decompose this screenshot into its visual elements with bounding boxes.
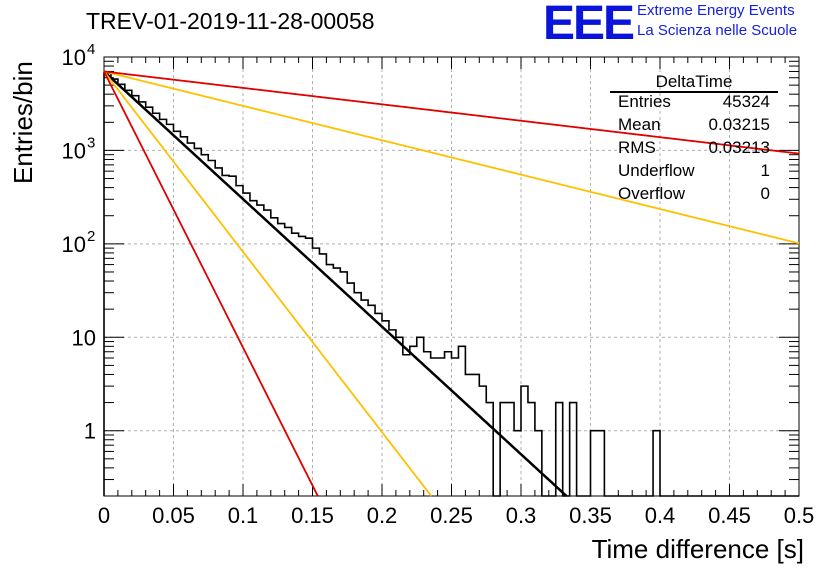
x-tick-label: 0.4 [645,503,676,528]
x-tick-label: 0.05 [152,503,195,528]
histogram [103,72,799,497]
stats-key: RMS [618,138,656,157]
fit-curve [103,70,568,497]
x-tick-label: 0.45 [708,503,751,528]
stats-row: RMS 0.03213 [618,138,770,160]
fit-curve [103,70,800,155]
stats-value: 0.03215 [708,115,770,134]
y-axis-label: Entries/bin [8,61,38,184]
stats-key: Overflow [618,184,686,203]
y-tick-exponent: 3 [87,134,95,151]
eee-logo: EEE [543,0,635,50]
fit-curve [103,70,432,497]
fit-curves [103,70,800,497]
x-tick-label: 0.2 [367,503,398,528]
stats-key: Entries [618,92,671,111]
x-axis-label: Time difference [s] [591,534,804,564]
tick-labels: 0 0.05 0.1 0.15 0.2 0.25 0.3 0.35 0.4 0.45 0.51101… [62,41,815,528]
x-tick-label: 0.35 [569,503,612,528]
fit-curve [103,71,319,497]
x-tick-label: 0.3 [506,503,537,528]
stats-row: Underflow 1 [618,161,770,183]
histogram-outline [103,72,799,497]
x-tick-label: 0 [98,503,110,528]
stats-key: Mean [618,115,661,134]
stats-row: Overflow 0 [618,184,770,206]
logo-line2: La Scienza nelle Scuole [637,22,798,39]
x-tick-label: 0.5 [784,503,815,528]
stats-row: Entries 45324 [618,92,770,114]
y-tick-label: 1 [84,419,96,444]
stats-value: 45324 [722,92,770,111]
plot-title: TREV-01-2019-11-28-00058 [86,8,375,34]
y-tick-exponent: 4 [87,41,95,58]
y-tick-label: 10 [72,325,96,350]
stats-title: DeltaTime [655,72,733,91]
stats-value: 0 [760,184,770,203]
y-tick-label: 10 [62,232,86,257]
stats-row: Mean 0.03215 [618,115,770,137]
x-tick-label: 0.15 [291,503,334,528]
y-tick-exponent: 2 [87,228,95,245]
x-tick-label: 0.25 [430,503,473,528]
y-tick-label: 10 [62,45,86,70]
fit-curve [103,70,800,245]
y-tick-label: 10 [62,138,86,163]
logo-line1: Extreme Energy Events [637,2,795,19]
stats-value: 0.03213 [708,138,770,157]
stats-key: Underflow [618,161,695,180]
x-tick-label: 0.1 [228,503,259,528]
stats-value: 1 [760,161,770,180]
